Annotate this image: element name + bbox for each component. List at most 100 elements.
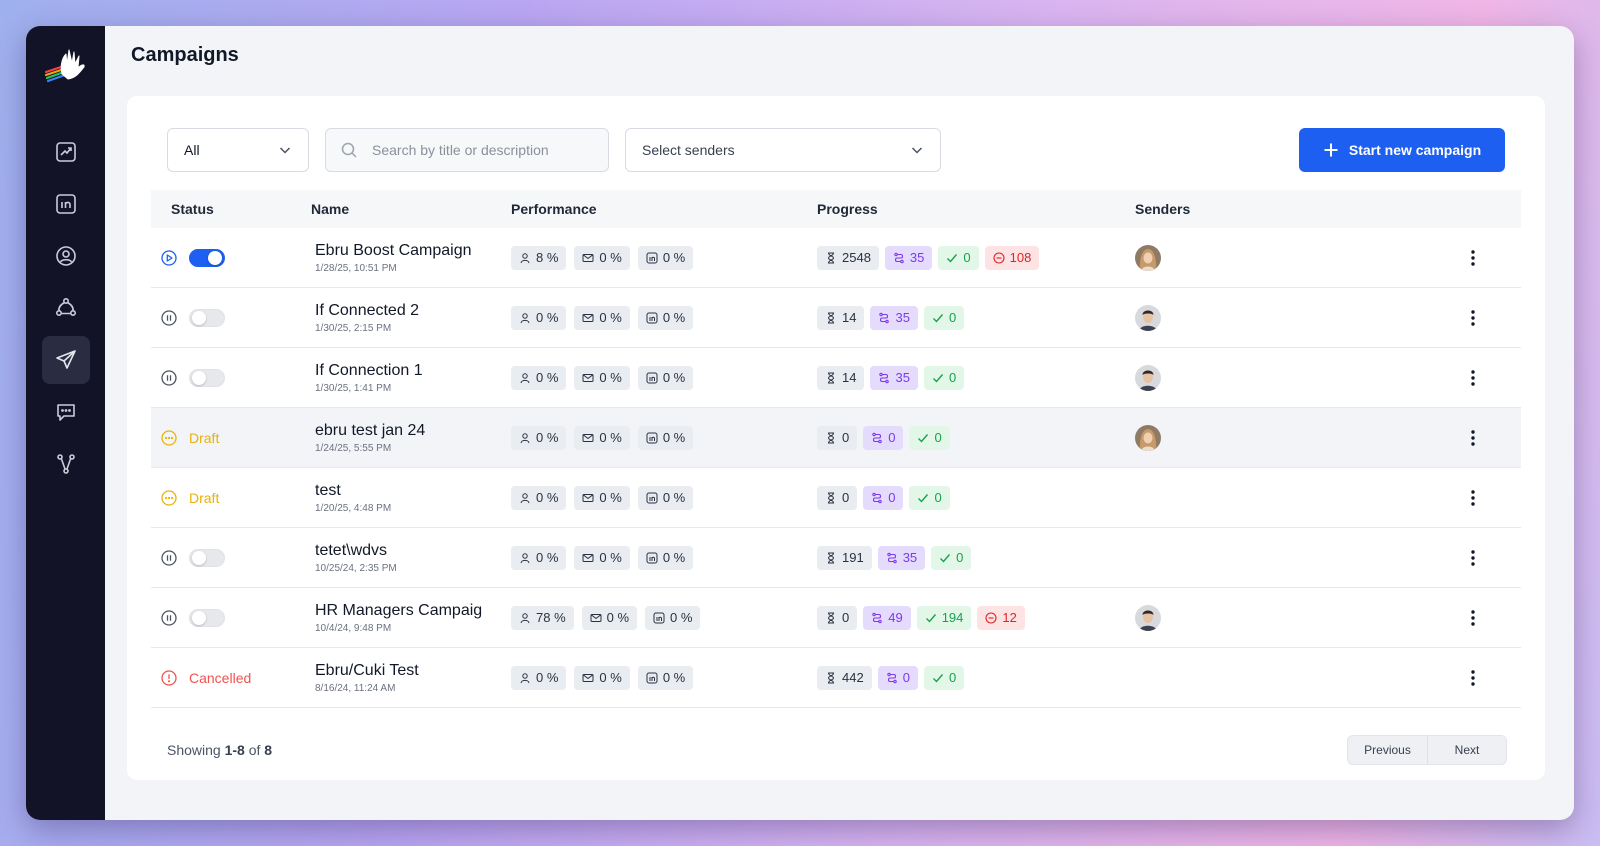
more-options-icon[interactable] <box>1463 488 1483 508</box>
reply-rate-pill: 0 % <box>574 245 630 270</box>
completed-pill: 0 <box>931 545 972 570</box>
name-cell[interactable]: ebru test jan 24 1/24/25, 5:55 PM <box>311 422 511 454</box>
toolbar: All Select senders Start new campaign <box>167 128 1505 172</box>
table-row[interactable]: If Connection 1 1/30/25, 1:41 PM 0 % 0 % 0 %… <box>151 348 1521 408</box>
linkedin-rate-pill-value: 0 % <box>670 610 693 625</box>
in-progress-pill: 35 <box>877 545 926 570</box>
campaign-name: Ebru Boost Campaign <box>315 241 472 259</box>
linkedin-rate-pill: 0 % <box>637 665 694 690</box>
alert-circle-icon <box>161 669 177 686</box>
more-options-icon[interactable] <box>1463 668 1483 688</box>
acceptance-rate-pill-value: 78 % <box>536 610 566 625</box>
next-button[interactable]: Next <box>1427 736 1506 764</box>
campaign-toggle[interactable] <box>189 368 225 387</box>
campaigns-table: Status Name Performance Progress Senders… <box>151 190 1521 708</box>
linkedin-rate-pill: 0 % <box>637 425 694 450</box>
sender-avatar[interactable] <box>1135 304 1161 331</box>
previous-button[interactable]: Previous <box>1348 736 1427 764</box>
search-input[interactable] <box>372 142 592 158</box>
reply-rate-pill: 0 % <box>574 305 630 330</box>
sidebar <box>26 26 105 820</box>
nav-campaigns[interactable] <box>41 336 90 384</box>
more-options-icon[interactable] <box>1463 248 1483 268</box>
sender-avatar[interactable] <box>1135 364 1161 391</box>
nav-inbox[interactable] <box>42 388 90 436</box>
header-performance: Performance <box>511 201 597 217</box>
status-cell <box>151 308 311 327</box>
name-cell[interactable]: tetet\wdvs 10/25/24, 2:35 PM <box>311 542 511 574</box>
linkedin-rate-pill: 0 % <box>637 245 694 270</box>
draft-dots-icon <box>161 429 177 446</box>
sender-avatar[interactable] <box>1135 244 1161 271</box>
table-row[interactable]: Draft ebru test jan 24 1/24/25, 5:55 PM 0 %… <box>151 408 1521 468</box>
table-row[interactable]: Cancelled Ebru/Cuki Test 8/16/24, 11:24 AM… <box>151 648 1521 708</box>
campaign-name: test <box>315 481 341 499</box>
table-row[interactable]: tetet\wdvs 10/25/24, 2:35 PM 0 % 0 % 0 % 191 3… <box>151 528 1521 588</box>
campaign-toggle[interactable] <box>189 308 225 327</box>
chevron-down-icon <box>911 147 923 154</box>
nav-network[interactable] <box>42 284 90 332</box>
status-filter-select[interactable]: All <box>167 128 309 172</box>
name-cell[interactable]: HR Managers Campaig 10/4/24, 9:48 PM <box>311 602 511 634</box>
acceptance-rate-pill-value: 0 % <box>536 310 559 325</box>
senders-cell <box>1135 604 1455 631</box>
senders-select[interactable]: Select senders <box>625 128 941 172</box>
campaign-toggle[interactable] <box>189 608 225 627</box>
nav-workflows[interactable] <box>42 440 90 488</box>
chat-icon <box>56 404 75 421</box>
header-name: Name <box>311 201 350 217</box>
acceptance-rate-pill: 0 % <box>511 365 567 390</box>
nav-analytics[interactable] <box>42 128 90 176</box>
more-options-icon[interactable] <box>1463 608 1483 628</box>
in-progress-pill-value: 0 <box>888 430 896 445</box>
performance-cell: 8 % 0 % 0 % <box>511 245 817 270</box>
more-options-icon[interactable] <box>1463 368 1483 388</box>
table-row[interactable]: If Connected 2 1/30/25, 2:15 PM 0 % 0 % 0 % 1… <box>151 288 1521 348</box>
table-row[interactable]: Draft test 1/20/25, 4:48 PM 0 % 0 % 0 % 0 0 0 <box>151 468 1521 528</box>
pending-pill-value: 0 <box>842 490 850 505</box>
sender-avatar[interactable] <box>1135 424 1161 451</box>
table-row[interactable]: Ebru Boost Campaign 1/28/25, 10:51 PM 8 % 0… <box>151 228 1521 288</box>
more-options-icon[interactable] <box>1463 428 1483 448</box>
name-cell[interactable]: Ebru Boost Campaign 1/28/25, 10:51 PM <box>311 242 511 274</box>
more-options-icon[interactable] <box>1463 308 1483 328</box>
chart-icon <box>55 142 76 162</box>
pause-circle-icon <box>161 549 177 566</box>
showing-prefix: Showing <box>167 742 221 758</box>
name-cell[interactable]: test 1/20/25, 4:48 PM <box>311 482 511 514</box>
pending-pill: 0 <box>817 485 858 510</box>
campaign-toggle[interactable] <box>189 548 225 567</box>
in-progress-pill: 35 <box>870 305 918 330</box>
sender-avatar[interactable] <box>1135 604 1161 631</box>
pager: Previous Next <box>1347 735 1507 765</box>
status-cell <box>151 368 311 387</box>
in-progress-pill: 0 <box>863 485 904 510</box>
campaign-toggle[interactable] <box>189 248 225 267</box>
completed-pill: 0 <box>923 365 965 390</box>
pending-pill-value: 14 <box>842 310 857 325</box>
plus-icon <box>1324 143 1338 157</box>
name-cell[interactable]: If Connected 2 1/30/25, 2:15 PM <box>311 302 511 334</box>
in-progress-pill: 35 <box>884 245 933 270</box>
progress-cell: 191 35 0 <box>817 545 1135 570</box>
campaign-name: tetet\wdvs <box>315 541 388 559</box>
reply-rate-pill: 0 % <box>574 365 630 390</box>
nav-contacts[interactable] <box>42 232 90 280</box>
in-progress-pill: 0 <box>863 425 904 450</box>
completed-pill-value: 0 <box>956 550 964 565</box>
pending-pill: 442 <box>817 665 872 690</box>
logo-icon <box>44 44 88 84</box>
pending-pill: 0 <box>817 605 858 630</box>
in-progress-pill-value: 49 <box>888 610 903 625</box>
start-new-campaign-button[interactable]: Start new campaign <box>1299 128 1505 172</box>
name-cell[interactable]: Ebru/Cuki Test 8/16/24, 11:24 AM <box>311 662 511 694</box>
senders-cell <box>1135 364 1455 391</box>
completed-pill: 194 <box>916 605 972 630</box>
status-label: Cancelled <box>189 669 252 686</box>
campaign-name: Ebru/Cuki Test <box>315 661 419 679</box>
nav-linkedin[interactable] <box>42 180 90 228</box>
table-row[interactable]: HR Managers Campaig 10/4/24, 9:48 PM 78 % 0… <box>151 588 1521 648</box>
name-cell[interactable]: If Connection 1 1/30/25, 1:41 PM <box>311 362 511 394</box>
more-options-icon[interactable] <box>1463 548 1483 568</box>
pause-circle-icon <box>161 309 177 326</box>
